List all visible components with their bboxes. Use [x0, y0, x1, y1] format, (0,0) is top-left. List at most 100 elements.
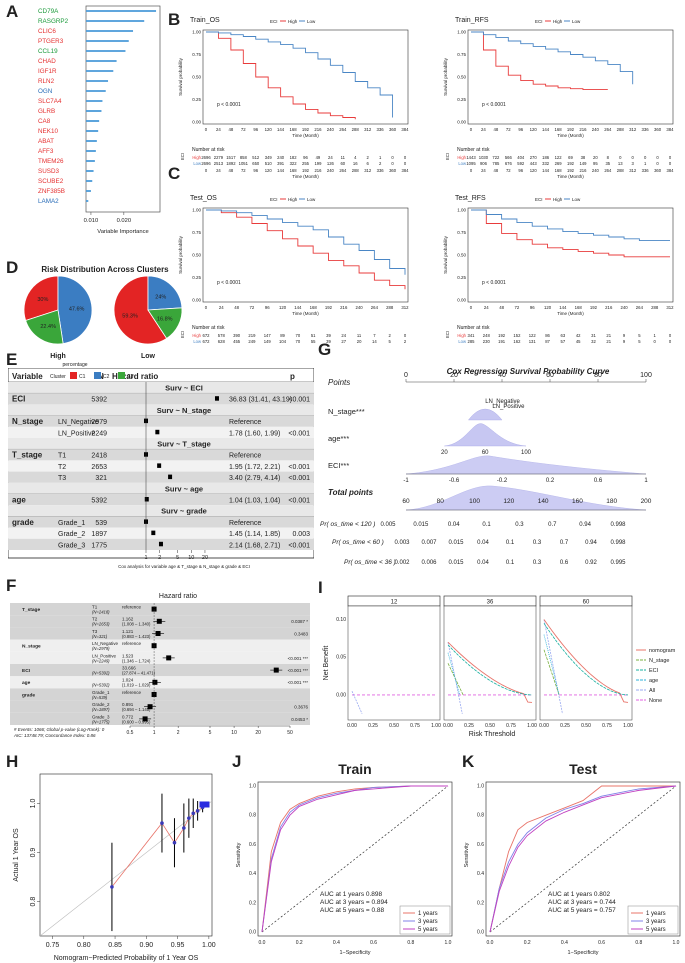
- dca-legend-label: None: [649, 698, 662, 704]
- risk-high-value: 49: [316, 155, 321, 160]
- x-tick-label: 288: [617, 127, 625, 132]
- roc-diagonal: [261, 785, 449, 933]
- x-axis-title: Time (Month): [292, 311, 319, 316]
- risk-low-value: 455: [233, 339, 241, 344]
- roc-xlabel: 1−Specificity: [567, 950, 598, 956]
- risk-high-value: 2696: [201, 155, 211, 160]
- dca-facet-frame: [443, 605, 537, 721]
- risk-high-label: High: [192, 333, 201, 338]
- forest-f-point: [142, 716, 148, 722]
- risk-high-value: 8: [607, 155, 610, 160]
- risk-low-value: 2: [379, 161, 382, 166]
- dca-curves: Net Benefit 12 0.00 0.25 0.50 0.75 1.00 0.10 0.0…: [323, 595, 676, 738]
- prob-tick-label: 0.3: [533, 540, 542, 546]
- risk-high-value: 0: [619, 155, 622, 160]
- x-tick-label: 72: [241, 127, 246, 132]
- y-tick-label: 0.00: [457, 120, 466, 125]
- y-axis-title: Survival probability: [178, 235, 183, 274]
- feature-label: LAMA2: [38, 198, 59, 205]
- roc-ytick: 0.8: [249, 813, 256, 819]
- risk-low-value: 39: [326, 339, 331, 344]
- x-tick-label: 0: [205, 127, 208, 132]
- risk-low-value: 2: [404, 339, 407, 344]
- forest-f-p: <0.001 ***: [288, 668, 309, 673]
- forest-f-p: <0.001 ***: [288, 656, 309, 661]
- y-tick-label: 0.25: [192, 275, 201, 280]
- forest-f-n: (N=2979): [92, 646, 110, 651]
- pie-slice-low-C1: [113, 275, 168, 345]
- row-n: 5392: [91, 498, 107, 505]
- age-tick-label: 20: [441, 450, 448, 456]
- x-tick-label: 120: [265, 127, 273, 132]
- pie-slice-high-C3: [25, 309, 64, 345]
- x-tick-label: 168: [554, 127, 562, 132]
- nstage-neg: LN_Negative: [485, 399, 520, 405]
- risk-x-tick: 144: [277, 168, 285, 173]
- panel-label-g: G: [318, 340, 332, 359]
- feature-label: ABAT: [38, 138, 54, 145]
- x-tick-label: 312: [364, 127, 372, 132]
- x-tick-label: 192: [590, 305, 598, 310]
- x-tick-label: 144: [277, 127, 285, 132]
- risk-x-tick: 336: [377, 168, 385, 173]
- forest-f-n: (N=2418): [92, 610, 110, 615]
- importance-chart: CD79A RASGRP2 CLIC6 PTGER3 CCL19 CHAD IGF1R RLN…: [38, 5, 161, 235]
- legend-title: ECI: [535, 19, 543, 24]
- row-variable: ECI: [12, 395, 25, 404]
- dca-xtick: 0.00: [539, 723, 549, 729]
- risk-ylab: ECI: [180, 153, 185, 160]
- feature-label: PTGER3: [38, 38, 64, 45]
- dca-xtick: 0.00: [347, 723, 357, 729]
- prob-label: Pr( os_time < 36 ): [344, 559, 396, 566]
- row-bg: [8, 393, 314, 405]
- forest-f-hr: reference: [122, 605, 142, 610]
- group-header-bg: [8, 404, 314, 416]
- roc-legend-label: 5 years: [418, 927, 438, 933]
- risk-x-tick: 120: [265, 168, 273, 173]
- forest-f-tick-label: 20: [255, 730, 261, 736]
- legend-low: Low: [307, 197, 316, 202]
- risk-high-label: High: [192, 155, 201, 160]
- km-plot-train_os: Train_OS ECI High Low1.000.750.500.250.00Su…: [178, 17, 409, 179]
- x-tick-label: 216: [605, 305, 613, 310]
- risk-x-tick: 240: [592, 168, 600, 173]
- risk-high-label: High: [457, 155, 466, 160]
- x-tick-label: 168: [289, 127, 297, 132]
- dca-xtick: 0.75: [410, 723, 420, 729]
- forest-f-level: T3: [92, 629, 98, 634]
- risk-low-value: 1051: [239, 161, 249, 166]
- risk-ylab: ECI: [445, 331, 450, 338]
- risk-high-value: 21: [606, 333, 611, 338]
- nomo-title: Cox Regression Survival Probability Curv…: [447, 367, 610, 376]
- x-tick-label: 24: [481, 127, 486, 132]
- risk-high-value: 42: [576, 333, 581, 338]
- risk-high-value: 89: [280, 333, 285, 338]
- risk-high-value: 182: [290, 155, 298, 160]
- forest-f-ci: (0.883 – 1.423): [122, 634, 151, 639]
- pie-label: 30%: [37, 297, 48, 303]
- roc-legend-label: 1 years: [418, 911, 438, 917]
- calib-frame: [39, 773, 213, 937]
- risk-x-tick: 168: [290, 168, 298, 173]
- risk-high-value: 858: [240, 155, 248, 160]
- y-axis-title: Survival probability: [443, 57, 448, 96]
- risk-x-tick: 96: [253, 168, 258, 173]
- y-tick-label: 0.25: [192, 97, 201, 102]
- eci-tick-label: -0.2: [497, 478, 508, 484]
- dca-xtick: 0.75: [602, 723, 612, 729]
- feature-label: TMEM26: [38, 158, 64, 165]
- forest-f-p: 0.3483: [294, 631, 308, 636]
- risk-low-label: Low: [193, 161, 202, 166]
- forest-f-point: [273, 667, 279, 673]
- risk-low-value: 27: [341, 339, 346, 344]
- forest-f-p: 0.3676: [294, 705, 308, 710]
- calib-point: [110, 885, 114, 889]
- dca-eci: [543, 623, 629, 696]
- risk-x-tick: 312: [629, 168, 637, 173]
- prob-label: Pr( os_time < 60 ): [332, 539, 384, 546]
- forest-e-point: [168, 474, 173, 480]
- group-title: Surv ~ T_stage: [157, 440, 211, 449]
- roc-xtick: 1.0: [673, 940, 680, 946]
- pie-label: 47.6%: [69, 307, 85, 313]
- dca-nomogram: [447, 641, 533, 703]
